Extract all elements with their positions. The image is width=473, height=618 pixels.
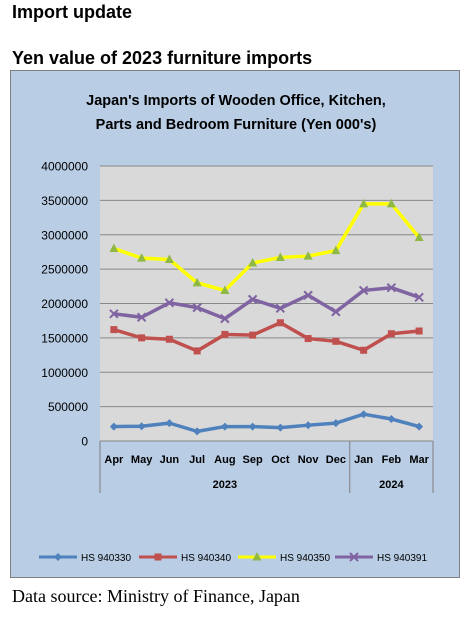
data-point [109, 422, 118, 431]
x-tick-label: Jul [189, 454, 205, 466]
x-tick-label: Jan [354, 454, 373, 466]
data-point [220, 313, 230, 324]
x-tick-label: Mar [409, 454, 429, 466]
data-point [109, 243, 119, 252]
data-point [137, 422, 146, 431]
data-point [304, 421, 313, 430]
data-point [136, 312, 147, 322]
line-chart: Japan's Imports of Wooden Office, Kitche… [39, 93, 434, 564]
x-tick-label: Feb [382, 454, 402, 466]
series-line-1 [113, 412, 420, 434]
data-point [275, 303, 286, 314]
legend-label: HS 940350 [280, 553, 330, 564]
data-point [359, 410, 368, 419]
section-label: Import update [12, 2, 132, 22]
x-tick-label: May [131, 454, 153, 466]
data-point [192, 277, 202, 287]
y-tick-label: 1500000 [41, 331, 88, 345]
data-point [331, 245, 341, 255]
year-group-label: 2024 [379, 479, 404, 491]
data-point [193, 347, 201, 355]
data-point [247, 294, 258, 305]
x-tick-label: Dec [326, 454, 346, 466]
data-point [276, 319, 284, 327]
data-point [276, 423, 285, 432]
data-point [192, 302, 202, 313]
data-point [415, 327, 423, 335]
data-point [386, 282, 397, 293]
data-point [165, 419, 174, 428]
data-point [332, 337, 340, 345]
y-tick-label: 1000000 [41, 366, 88, 380]
legend-swatch-marker [54, 553, 62, 561]
legend-swatch-marker [349, 552, 359, 562]
data-point [137, 253, 147, 262]
data-point [331, 419, 340, 428]
data-point [221, 330, 229, 338]
data-point [109, 309, 119, 319]
data-point [386, 198, 396, 208]
data-point [220, 422, 229, 431]
y-tick-label: 3500000 [41, 194, 88, 208]
x-tick-label: Aug [214, 454, 235, 466]
y-tick-label: 3000000 [41, 228, 88, 242]
data-point [220, 285, 230, 294]
y-tick-label: 500000 [48, 400, 88, 414]
legend-label: HS 940340 [181, 553, 231, 564]
y-tick-label: 0 [81, 435, 88, 449]
series-line-4 [113, 285, 420, 321]
legend-swatch-marker [252, 552, 262, 561]
y-tick-label: 2000000 [41, 297, 88, 311]
data-point [303, 290, 313, 300]
data-point [387, 415, 396, 423]
y-tick-label: 4000000 [41, 160, 88, 174]
year-group-label: 2023 [213, 479, 237, 491]
chart-container: Japan's Imports of Wooden Office, Kitche… [10, 70, 460, 578]
data-point [360, 346, 368, 354]
legend-swatch-marker [154, 553, 162, 561]
data-point [331, 307, 341, 317]
data-point [164, 254, 174, 263]
data-point [359, 198, 369, 208]
x-tick-label: Oct [271, 454, 290, 466]
data-point [414, 232, 424, 241]
chart-title-line: Parts and Bedroom Furniture (Yen 000's) [96, 117, 377, 133]
y-tick-label: 2500000 [41, 263, 88, 277]
x-tick-label: Nov [298, 454, 320, 466]
data-point [275, 252, 285, 261]
data-point [248, 257, 258, 267]
data-point [303, 251, 313, 260]
series-line-2 [113, 321, 420, 353]
legend-label: HS 940330 [81, 553, 131, 564]
x-tick-label: Apr [104, 454, 124, 466]
x-tick-label: Sep [243, 454, 263, 466]
data-point [248, 422, 257, 431]
data-point [414, 292, 424, 303]
data-point [193, 427, 202, 436]
data-point [304, 335, 312, 343]
chart-title-line: Japan's Imports of Wooden Office, Kitche… [86, 93, 386, 109]
data-point [415, 422, 424, 431]
series-line-3 [113, 202, 421, 293]
data-point [387, 330, 395, 338]
data-point [138, 334, 146, 342]
data-point [164, 298, 175, 308]
data-source-note: Data source: Ministry of Finance, Japan [12, 586, 300, 606]
legend-label: HS 940391 [377, 553, 427, 564]
data-point [358, 285, 369, 296]
data-point [165, 335, 173, 343]
headline: Yen value of 2023 furniture imports [12, 48, 313, 68]
x-tick-label: Jun [160, 454, 180, 466]
data-point [249, 331, 257, 339]
data-point [110, 326, 118, 334]
